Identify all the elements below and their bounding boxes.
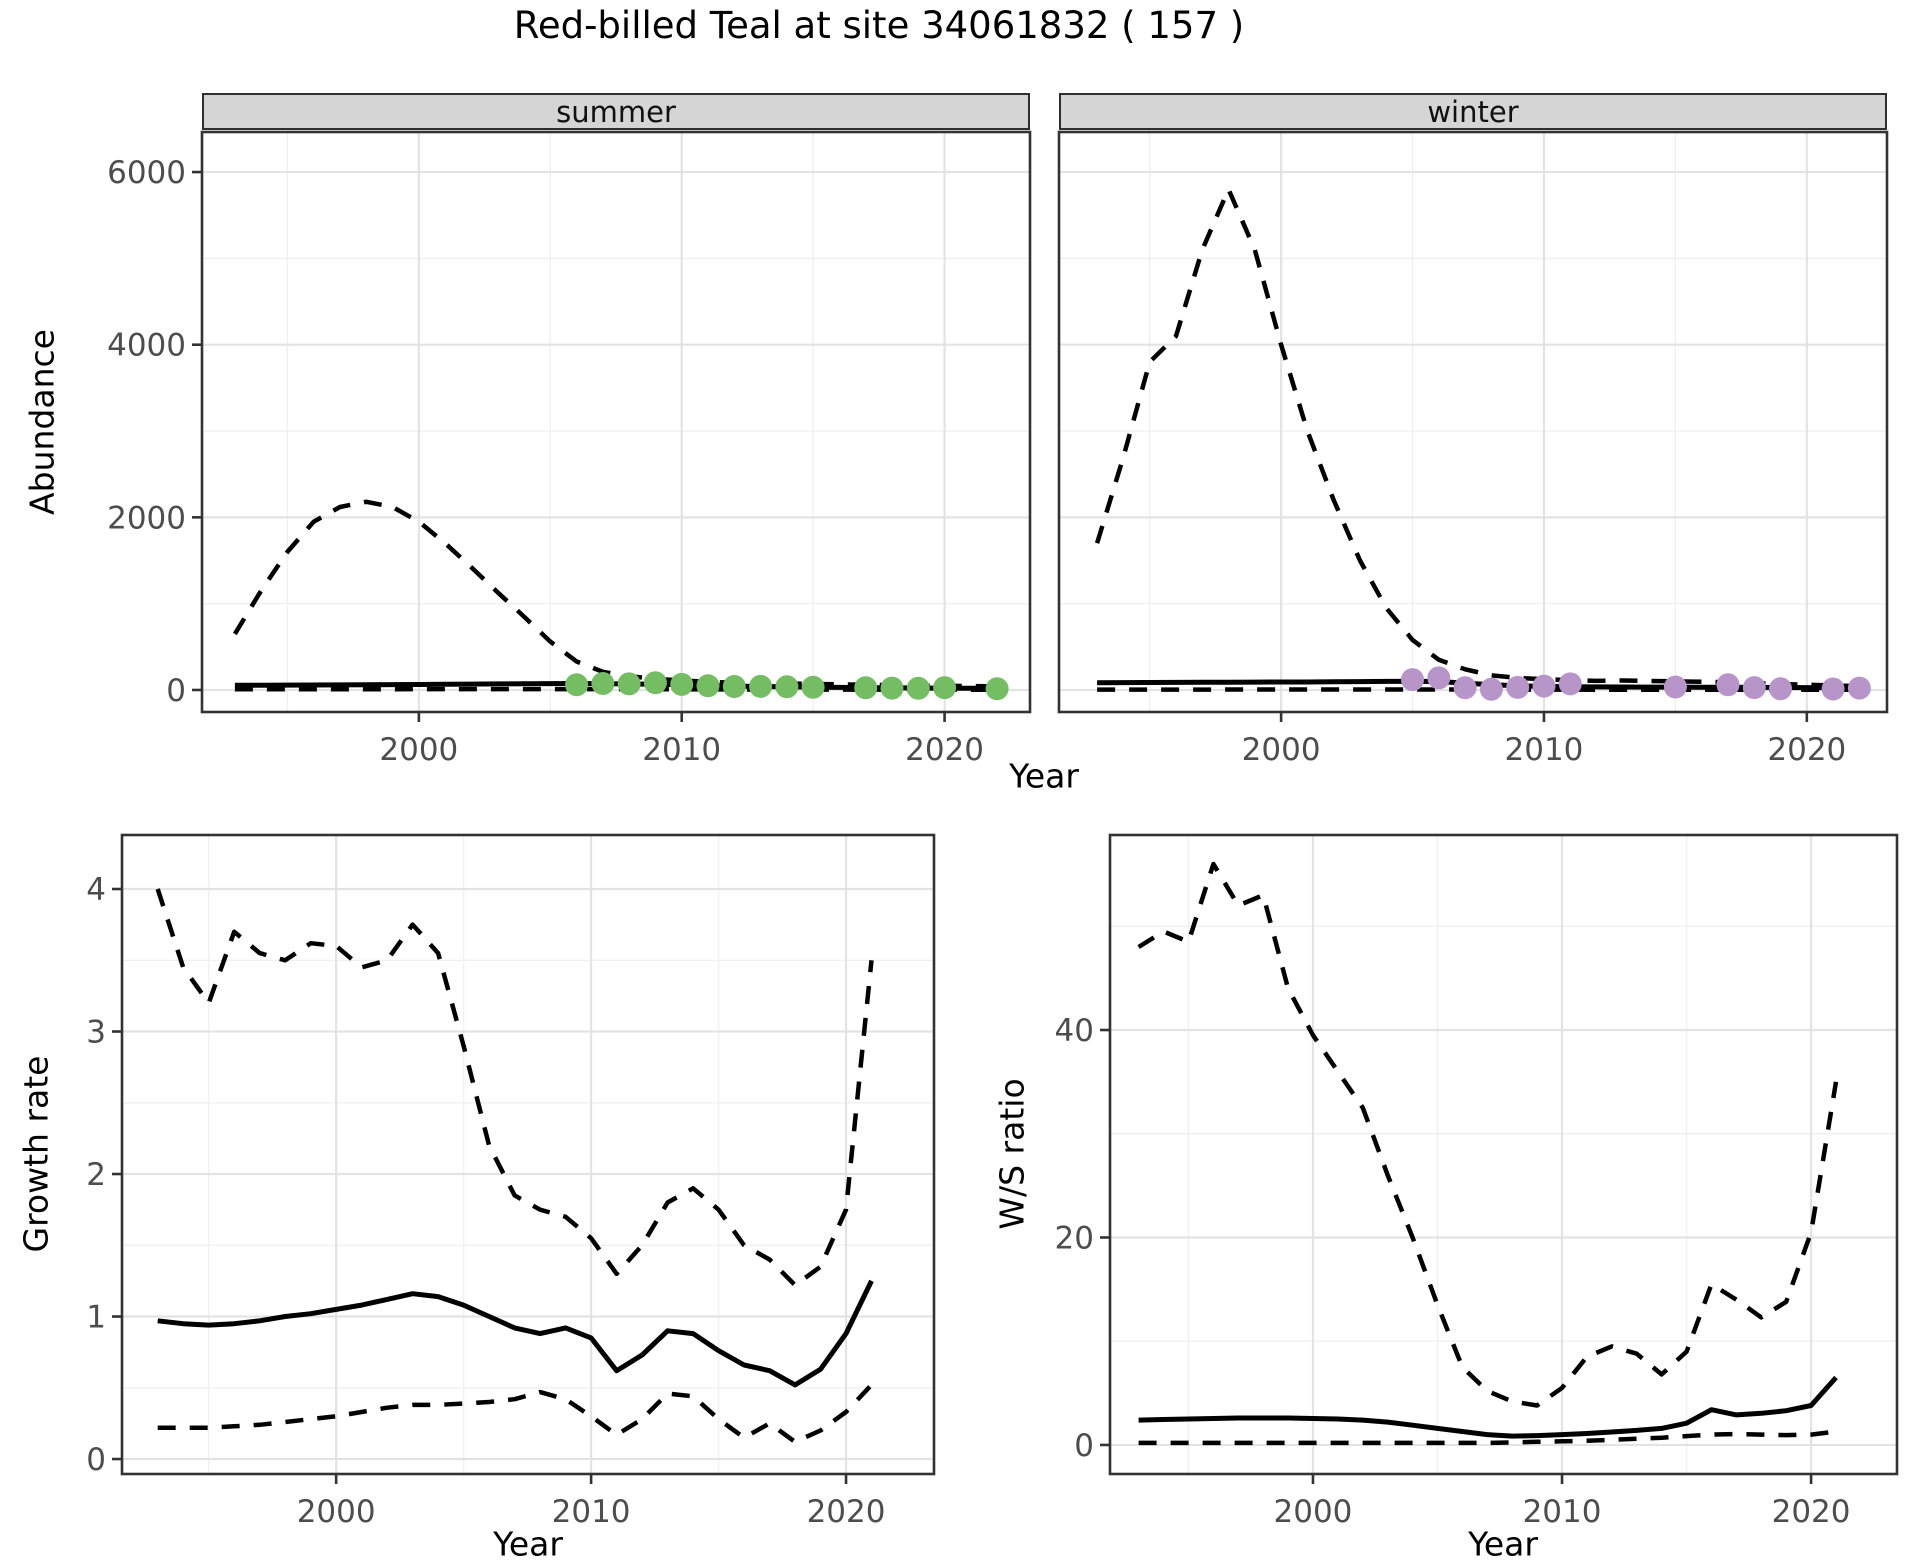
- abundance-summer-point: [801, 675, 825, 699]
- abundance-winter-point: [1716, 673, 1740, 697]
- ws-ratio-mean-line: [1138, 1375, 1838, 1439]
- abundance-summer-point: [643, 671, 667, 695]
- x-tick-label: 2000: [1274, 1494, 1353, 1530]
- ws-ratio-lower_ci-line: [1138, 1429, 1837, 1446]
- abundance-summer-point: [565, 673, 589, 697]
- abundance-summer-upper_ci-line: [232, 499, 998, 689]
- abundance-summer-point: [880, 676, 904, 700]
- abundance-winter-point: [1742, 676, 1766, 700]
- y-axis-title-growth-rate: Growth rate: [16, 1055, 56, 1253]
- abundance-winter-upper_ci-line: [1094, 187, 1860, 689]
- abundance-summer-point: [696, 674, 720, 698]
- abundance-winter-point: [1401, 668, 1424, 692]
- y-tick-label: 2: [86, 1157, 106, 1193]
- abundance-summer-point: [985, 677, 1009, 701]
- y-tick-label: 1: [86, 1300, 106, 1336]
- y-axis-title-abundance: Abundance: [22, 329, 62, 515]
- y-tick-label: 40: [1055, 1013, 1094, 1049]
- growth-rate-upper_ci-line: [155, 888, 874, 1288]
- x-tick-label: 2000: [379, 732, 458, 768]
- y-axis-title-ws-ratio: W/S ratio: [992, 1078, 1032, 1230]
- panel-border-abundance-summer: [200, 130, 1032, 714]
- abundance-winter-point: [1663, 675, 1687, 699]
- x-axis-title-year-ws: Year: [1468, 1524, 1538, 1560]
- panel-abundance-winter: [1059, 132, 1887, 712]
- abundance-winter-point: [1479, 677, 1503, 701]
- panel-border-abundance-winter: [1057, 130, 1889, 714]
- abundance-winter-point: [1769, 677, 1792, 701]
- abundance-summer-point: [854, 676, 878, 700]
- y-tick-label: 4: [86, 872, 106, 908]
- x-axis-title-year-top: Year: [1009, 756, 1079, 796]
- y-tick-label: 0: [86, 1442, 106, 1478]
- x-tick-label: 2020: [1772, 1494, 1851, 1530]
- y-tick-label: 0: [166, 673, 186, 709]
- growth-rate-lower_ci-line: [157, 1383, 874, 1445]
- growth-rate-mean-line: [157, 1279, 874, 1388]
- y-tick-label: 4000: [107, 328, 186, 364]
- panel-border-ws-ratio: [1108, 833, 1899, 1476]
- x-tick-label: 2000: [297, 1494, 376, 1530]
- x-tick-label: 2010: [1523, 1494, 1602, 1530]
- plot-title: Red-billed Teal at site 34061832 ( 157 ): [513, 4, 1245, 47]
- abundance-summer-point: [722, 675, 746, 698]
- facet-strip-summer: summer: [202, 93, 1030, 130]
- abundance-winter-point: [1532, 674, 1556, 698]
- abundance-summer-point: [670, 672, 694, 696]
- x-tick-label: 2020: [1767, 732, 1846, 768]
- abundance-winter-point: [1427, 666, 1451, 690]
- x-tick-label: 2010: [642, 732, 721, 768]
- ws-ratio-upper_ci-line: [1137, 861, 1839, 1408]
- facet-strip-summer-label: summer: [556, 94, 676, 129]
- x-axis-title-year-growth: Year: [493, 1524, 563, 1560]
- y-tick-label: 6000: [107, 155, 186, 191]
- abundance-summer-point: [591, 672, 615, 695]
- abundance-winter-point: [1558, 672, 1582, 696]
- panel-border-growth-rate: [120, 833, 936, 1476]
- panel-abundance-summer: [202, 132, 1030, 712]
- abundance-summer-point: [775, 675, 799, 699]
- abundance-winter-point: [1847, 676, 1871, 700]
- y-tick-label: 0: [1074, 1428, 1094, 1464]
- panel-ws-ratio: [1110, 835, 1897, 1474]
- abundance-summer-point: [933, 676, 957, 700]
- y-tick-label: 2000: [107, 500, 186, 536]
- facet-strip-winter: winter: [1059, 93, 1887, 130]
- abundance-winter-point: [1821, 677, 1845, 701]
- y-tick-label: 20: [1055, 1220, 1094, 1256]
- abundance-winter-point: [1453, 676, 1477, 700]
- x-tick-label: 2000: [1242, 732, 1321, 768]
- x-tick-label: 2010: [1505, 732, 1584, 768]
- panel-growth-rate: [122, 835, 934, 1474]
- facet-strip-winter-label: winter: [1427, 94, 1519, 129]
- abundance-winter-point: [1506, 675, 1530, 699]
- x-tick-label: 2020: [807, 1494, 886, 1530]
- x-tick-label: 2020: [905, 732, 984, 768]
- x-tick-label: 2010: [552, 1494, 631, 1530]
- y-tick-label: 3: [86, 1015, 106, 1051]
- abundance-summer-point: [617, 672, 641, 696]
- abundance-summer-point: [906, 676, 930, 700]
- abundance-summer-point: [749, 674, 773, 698]
